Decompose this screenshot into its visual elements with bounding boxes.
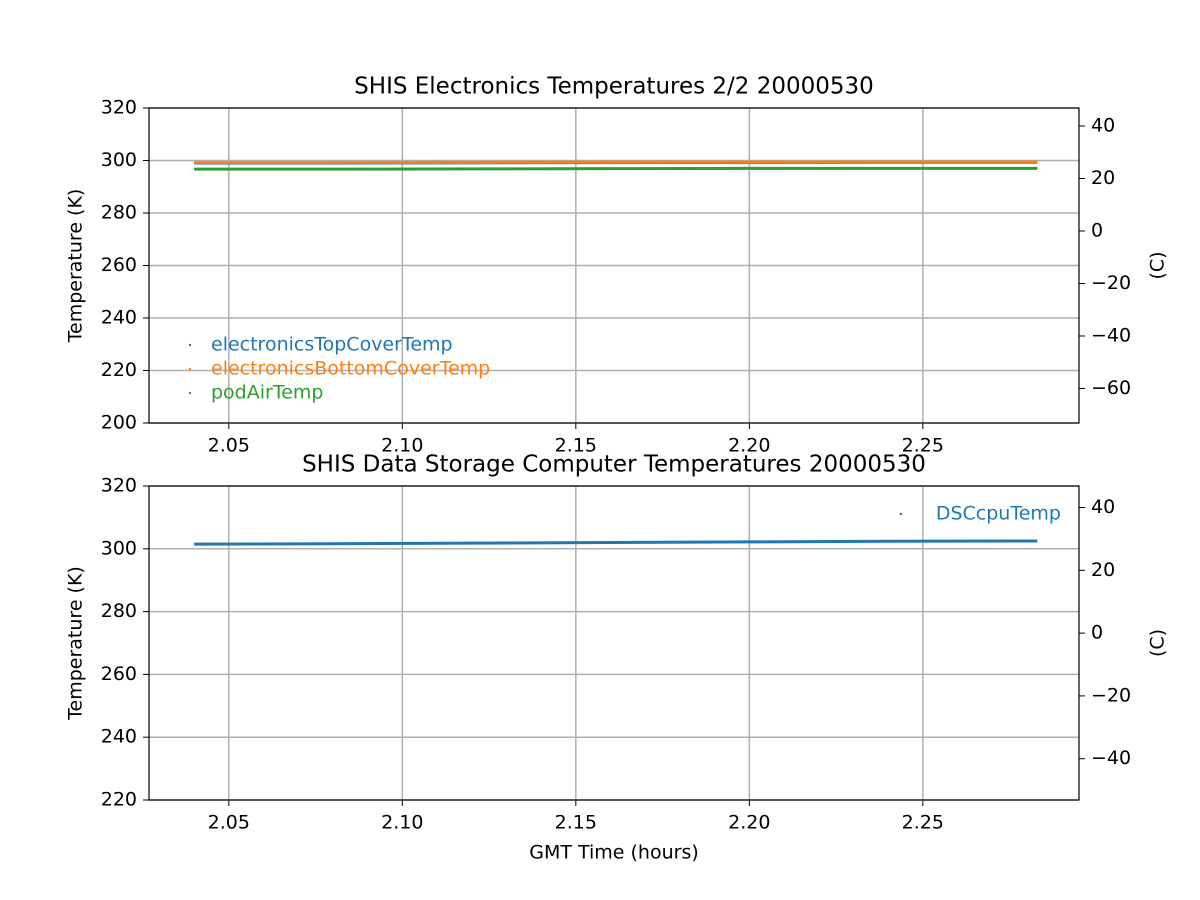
legend-label: electronicsBottomCoverTemp xyxy=(211,358,490,380)
legend-label: podAirTemp xyxy=(211,382,323,404)
y-tick-label: 240 xyxy=(101,307,137,329)
y-tick-label: 280 xyxy=(101,600,137,622)
y-tick-label: 240 xyxy=(101,726,137,748)
y2-tick-label: 20 xyxy=(1091,167,1115,189)
x-tick-label: 2.10 xyxy=(381,812,423,834)
y-tick-label: 220 xyxy=(101,359,137,381)
y2-tick-label: 20 xyxy=(1091,559,1115,581)
y2-axis-label: (C) xyxy=(1147,629,1169,657)
x-tick-label: 2.25 xyxy=(902,435,944,457)
x-axis-label: GMT Time (hours) xyxy=(529,842,699,864)
x-tick-label: 2.05 xyxy=(208,812,250,834)
y-tick-label: 220 xyxy=(101,789,137,811)
legend-label: electronicsTopCoverTemp xyxy=(211,334,453,356)
legend-marker xyxy=(899,512,903,516)
y-axis-label: Temperature (K) xyxy=(65,189,87,344)
y2-tick-label: −20 xyxy=(1091,684,1131,706)
y2-tick-label: 40 xyxy=(1091,496,1115,518)
y2-tick-label: −20 xyxy=(1091,272,1131,294)
x-tick-label: 2.10 xyxy=(381,435,423,457)
series-line xyxy=(194,166,1038,171)
plot-frame xyxy=(148,107,1080,424)
y-tick-label: 300 xyxy=(101,537,137,559)
legend-marker xyxy=(188,343,192,347)
x-tick-label: 2.25 xyxy=(902,812,944,834)
x-tick-label: 2.15 xyxy=(555,435,597,457)
y2-axis-label: (C) xyxy=(1147,251,1169,279)
y-tick-label: 300 xyxy=(101,149,137,171)
x-tick-label: 2.20 xyxy=(728,812,770,834)
y-tick-label: 260 xyxy=(101,663,137,685)
x-tick-label: 2.05 xyxy=(208,435,250,457)
y2-tick-label: −40 xyxy=(1091,324,1131,346)
chart-title: SHIS Data Storage Computer Temperatures … xyxy=(302,452,926,478)
y2-tick-label: −60 xyxy=(1091,377,1131,399)
x-tick-label: 2.20 xyxy=(728,435,770,457)
chart-title: SHIS Electronics Temperatures 2/2 200005… xyxy=(354,74,874,100)
y2-tick-label: 40 xyxy=(1091,114,1115,136)
y2-tick-label: −40 xyxy=(1091,747,1131,769)
y-tick-label: 320 xyxy=(101,97,137,119)
y2-tick-label: 0 xyxy=(1091,219,1103,241)
legend-label: DSCcpuTemp xyxy=(936,503,1061,525)
x-tick-label: 2.15 xyxy=(555,812,597,834)
plot-frame xyxy=(148,485,1080,801)
y2-tick-label: 0 xyxy=(1091,622,1103,644)
y-tick-label: 280 xyxy=(101,202,137,224)
series-line xyxy=(194,160,1038,165)
series-line xyxy=(194,539,1038,546)
legend-marker xyxy=(188,391,192,395)
y-tick-label: 320 xyxy=(101,475,137,497)
legend-marker xyxy=(188,367,192,371)
y-tick-label: 260 xyxy=(101,254,137,276)
y-axis-label: Temperature (K) xyxy=(65,566,87,721)
y-tick-label: 200 xyxy=(101,412,137,434)
